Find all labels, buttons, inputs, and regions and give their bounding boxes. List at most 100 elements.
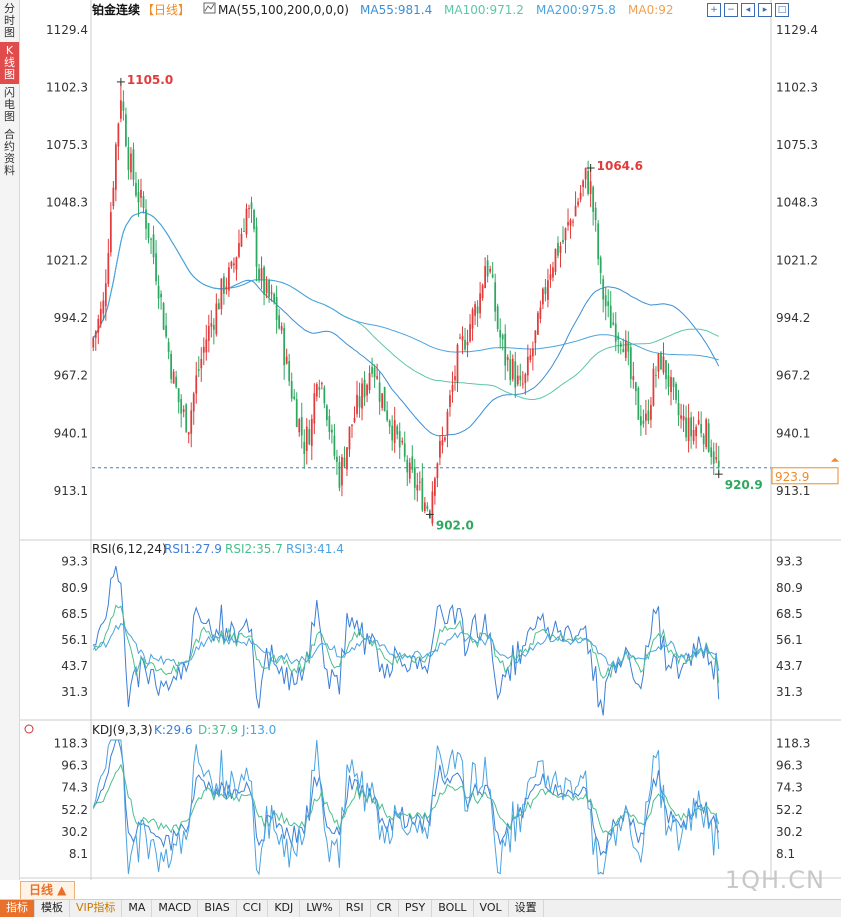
candle-body <box>258 268 260 281</box>
ma-value-3: MA0:92 <box>628 3 674 17</box>
indicator-tab-psy[interactable]: PSY <box>399 900 433 917</box>
candle-body <box>125 114 127 147</box>
candle-body <box>647 410 650 421</box>
candle-body <box>589 181 592 195</box>
candle-body <box>652 368 655 406</box>
candle-body <box>381 393 384 409</box>
candle-body <box>298 419 301 433</box>
candle-body <box>260 268 263 279</box>
annotation-label-1: 1064.6 <box>597 159 643 173</box>
zoom-out-icon[interactable]: − <box>724 3 738 17</box>
candle-body <box>667 375 670 387</box>
expand-icon[interactable]: □ <box>775 3 789 17</box>
sidebar-item-3[interactable]: 合约资料 <box>4 128 15 177</box>
candle-body <box>378 382 381 402</box>
candle-body <box>333 435 336 456</box>
candle-body <box>627 341 630 352</box>
move-left-icon[interactable]: ◂ <box>741 3 755 17</box>
kdj-tick-right-2: 74.3 <box>776 781 803 795</box>
candle-body <box>632 376 635 381</box>
candle-body <box>451 385 454 392</box>
indicator-tab-模板[interactable]: 模板 <box>35 900 70 917</box>
candle-body <box>383 386 386 412</box>
zoom-in-icon[interactable]: + <box>707 3 721 17</box>
candle-body <box>567 222 569 226</box>
candle-body <box>160 293 162 298</box>
period-tab[interactable]: 日线 ▲ <box>20 881 76 900</box>
price-tick-left-1: 1102.3 <box>46 81 88 95</box>
candle-body <box>388 420 391 427</box>
sidebar-item-2[interactable]: 闪电图 <box>4 86 15 123</box>
ma-setting-label: MA(55,100,200,0,0,0) <box>218 3 349 17</box>
candle-body <box>336 456 338 462</box>
rsi-legend-0: RSI1:27.9 <box>164 542 222 556</box>
indicator-tab-boll[interactable]: BOLL <box>432 900 474 917</box>
candle-body <box>122 101 125 111</box>
candle-body <box>320 382 323 385</box>
candle-body <box>574 205 577 217</box>
candle-body <box>303 441 306 455</box>
candle-body <box>650 404 652 420</box>
rsi-tick-right-4: 43.7 <box>776 659 803 673</box>
indicator-tab-vip指标[interactable]: VIP指标 <box>70 900 123 917</box>
candle-body <box>705 419 708 447</box>
candle-body <box>504 333 507 366</box>
candle-body <box>182 409 185 412</box>
move-right-icon[interactable]: ▸ <box>758 3 772 17</box>
candle-body <box>547 280 549 300</box>
indicator-tab-bias[interactable]: BIAS <box>198 900 237 917</box>
candle-body <box>526 356 529 376</box>
price-tick-left-6: 967.2 <box>54 369 88 383</box>
candle-body <box>587 171 589 194</box>
rsi-tick-right-5: 31.3 <box>776 685 803 699</box>
indicator-tab-ma[interactable]: MA <box>122 900 153 917</box>
candle-body <box>542 288 544 305</box>
indicator-tab-macd[interactable]: MACD <box>152 900 199 917</box>
candle-body <box>562 239 564 243</box>
candle-body <box>670 377 672 393</box>
candle-body <box>187 432 190 435</box>
candle-body <box>431 491 434 524</box>
indicator-tab-指标[interactable]: 指标 <box>0 900 35 917</box>
sidebar-item-0[interactable]: 分时图 <box>4 2 15 39</box>
kdj-settings-icon <box>24 724 34 734</box>
candle-body <box>521 383 524 385</box>
price-tick-right-6: 967.2 <box>776 369 810 383</box>
candle-body <box>418 481 421 483</box>
candle-body <box>328 416 331 432</box>
candle-body <box>544 287 547 295</box>
candle-body <box>318 387 321 390</box>
candle-body <box>411 456 414 470</box>
indicator-tab-kdj[interactable]: KDJ <box>268 900 301 917</box>
candle-body <box>690 417 692 437</box>
candle-body <box>348 426 351 450</box>
candle-body <box>343 457 346 467</box>
candle-body <box>170 353 173 380</box>
candle-body <box>597 223 600 259</box>
rsi-tick-left-5: 31.3 <box>61 685 88 699</box>
candle-body <box>695 426 698 437</box>
indicator-tab-lw%[interactable]: LW% <box>300 900 340 917</box>
candle-body <box>413 467 416 488</box>
indicator-tab-设置[interactable]: 设置 <box>509 900 544 917</box>
kdj-tick-left-2: 74.3 <box>61 781 88 795</box>
candle-body <box>421 478 424 511</box>
indicator-tab-cr[interactable]: CR <box>371 900 399 917</box>
price-tick-right-1: 1102.3 <box>776 81 818 95</box>
candle-body <box>135 182 137 196</box>
indicator-tab-vol[interactable]: VOL <box>474 900 509 917</box>
indicator-tab-rsi[interactable]: RSI <box>340 900 371 917</box>
candle-body <box>715 457 718 460</box>
candle-body <box>265 281 268 294</box>
rsi-line-1 <box>93 565 720 716</box>
candle-body <box>604 295 607 307</box>
candle-body <box>305 426 308 451</box>
indicator-tab-cci[interactable]: CCI <box>237 900 269 917</box>
chart-title: 铂金连续 <box>92 2 140 17</box>
indicator-tab-bar: 指标 模板 VIP指标 MA MACD BIAS CCI KDJ LW% RSI CR PSY BOLL… <box>0 899 841 917</box>
rsi-tick-left-4: 43.7 <box>61 659 88 673</box>
candle-body <box>559 245 562 253</box>
candle-body <box>531 348 534 357</box>
